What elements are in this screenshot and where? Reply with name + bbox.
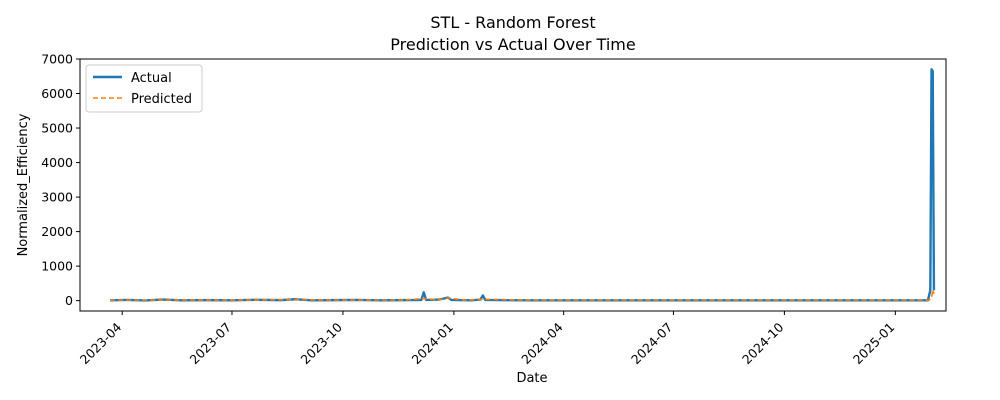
x-tick-label: 2024-01 — [408, 320, 456, 368]
x-tick-label: 2024-04 — [518, 319, 566, 367]
x-tick-label: 2023-10 — [298, 319, 346, 367]
y-axis-label: Normalized_Efficiency — [16, 113, 31, 256]
x-axis-label: Date — [516, 371, 547, 386]
x-tick-label: 2023-07 — [187, 320, 235, 368]
x-tick-label: 2024-07 — [628, 320, 676, 368]
x-tick-label: 2023-04 — [77, 319, 125, 367]
series-line-actual — [110, 68, 936, 302]
y-tick-label: 0 — [65, 293, 73, 308]
legend-predicted-label: Predicted — [131, 92, 192, 107]
y-tick-label: 7000 — [41, 52, 73, 67]
y-tick-label: 2000 — [41, 224, 73, 239]
x-tick-label: 2024-10 — [739, 319, 787, 367]
legend-actual-label: Actual — [131, 71, 172, 86]
series-line-predicted — [110, 288, 935, 301]
plot-frame — [79, 58, 947, 312]
legend: Actual Predicted — [85, 64, 203, 113]
y-tick-label: 5000 — [41, 121, 73, 136]
chart-title-line1: STL - Random Forest — [430, 13, 595, 32]
chart-title-line2: Prediction vs Actual Over Time — [390, 35, 635, 54]
y-tick-label: 4000 — [41, 155, 73, 170]
x-tick-label: 2025-01 — [850, 320, 898, 368]
y-tick-label: 3000 — [41, 190, 73, 205]
series-lines — [110, 68, 936, 302]
y-tick-label: 1000 — [41, 259, 73, 274]
y-tick-label: 6000 — [41, 86, 73, 101]
